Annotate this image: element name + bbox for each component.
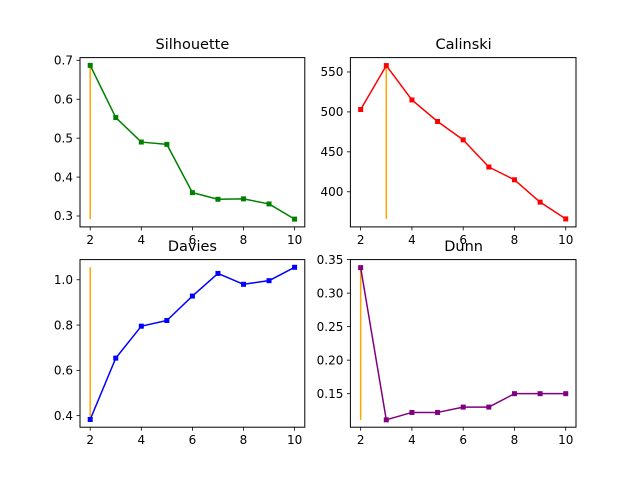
data-point: [383, 63, 389, 69]
x-tick-label: 10: [558, 233, 573, 247]
x-tick-label: 8: [511, 233, 519, 247]
data-point: [215, 270, 221, 276]
axes-frame: [79, 57, 306, 228]
data-point: [435, 409, 441, 415]
chart-title: Dunn: [444, 239, 483, 255]
axes-frame: [349, 259, 577, 428]
data-point: [486, 404, 492, 410]
data-point: [537, 391, 543, 397]
x-tick-label: 2: [357, 233, 365, 247]
x-tick-label: 4: [137, 433, 145, 447]
series-line: [89, 266, 295, 420]
y-tick-label: 0.5: [54, 131, 73, 145]
data-point: [292, 264, 298, 270]
y-tick-label: 0.6: [54, 364, 73, 378]
y-tick-label: 0.25: [317, 320, 344, 334]
subplot-calinski: Calinski 2 4 6 8 10 400 450 500 550: [320, 37, 577, 247]
data-point: [87, 416, 93, 422]
subplot-davies: Davies 2 4 6 8 10 0.4 0.6 0.8 1.0: [54, 239, 306, 447]
data-point: [87, 62, 93, 68]
data-point: [292, 216, 298, 222]
chart-title: Silhouette: [156, 37, 230, 53]
data-point: [383, 417, 389, 423]
data-point: [266, 201, 272, 207]
axes-frame: [79, 259, 306, 428]
x-tick-label: 10: [558, 433, 573, 447]
data-point: [164, 141, 170, 147]
data-point: [113, 355, 119, 361]
y-tick-label: 450: [320, 145, 343, 159]
x-tick-label: 6: [459, 233, 467, 247]
data-point: [511, 391, 517, 397]
y-tick-label: 0.6: [54, 92, 73, 106]
x-tick-label: 2: [86, 433, 94, 447]
x-tick-label: 10: [287, 433, 302, 447]
data-point: [409, 409, 415, 415]
data-point: [563, 216, 569, 222]
y-tick-label: 0.20: [317, 353, 344, 367]
data-point: [358, 107, 364, 113]
axes-frame: [349, 57, 577, 228]
data-point: [189, 190, 195, 196]
subplot-silhouette: Silhouette 2 4 6 8 10 0.3 0.4 0.5 0.6 0.7: [54, 37, 306, 247]
subplot-dunn: Dunn 2 4 6 8 10 0.15 0.20 0.25 0.30 0.35: [317, 239, 577, 447]
x-tick-label: 4: [137, 233, 145, 247]
y-tick-label: 400: [320, 185, 343, 199]
y-tick-label: 550: [320, 65, 343, 79]
data-point: [537, 199, 543, 205]
data-point: [189, 293, 195, 299]
data-point: [435, 118, 441, 124]
data-point: [486, 164, 492, 170]
data-point: [460, 404, 466, 410]
data-point: [266, 278, 272, 284]
data-point: [164, 318, 170, 324]
y-tick-label: 500: [320, 105, 343, 119]
data-point: [409, 97, 415, 103]
x-tick-label: 4: [408, 433, 416, 447]
y-tick-label: 0.3: [54, 209, 73, 223]
chart-title: Calinski: [435, 37, 491, 53]
x-tick-label: 4: [408, 233, 416, 247]
x-tick-label: 6: [459, 433, 467, 447]
x-tick-label: 8: [240, 233, 248, 247]
y-tick-label: 0.4: [54, 409, 73, 423]
data-point: [215, 196, 221, 202]
data-point: [240, 196, 246, 202]
data-point: [511, 177, 517, 183]
data-point: [138, 139, 144, 145]
series-line: [359, 267, 566, 421]
x-tick-label: 8: [511, 433, 519, 447]
y-tick-label: 0.30: [317, 286, 344, 300]
y-tick-label: 0.35: [317, 253, 344, 267]
chart-title: Davies: [168, 239, 217, 255]
data-point: [240, 281, 246, 287]
y-tick-label: 0.8: [54, 318, 73, 332]
x-tick-label: 2: [357, 433, 365, 447]
x-tick-label: 2: [86, 233, 94, 247]
data-point: [113, 115, 119, 121]
data-point: [563, 391, 569, 397]
y-tick-label: 1.0: [54, 273, 73, 287]
y-tick-label: 0.4: [54, 170, 73, 184]
x-tick-label: 6: [189, 433, 197, 447]
x-tick-label: 10: [287, 233, 302, 247]
x-tick-label: 8: [240, 433, 248, 447]
x-tick-label: 6: [189, 233, 197, 247]
data-point: [358, 265, 364, 271]
data-point: [138, 323, 144, 329]
data-point: [460, 137, 466, 143]
series-line: [89, 65, 295, 220]
y-tick-label: 0.7: [54, 54, 73, 68]
y-tick-label: 0.15: [317, 387, 344, 401]
